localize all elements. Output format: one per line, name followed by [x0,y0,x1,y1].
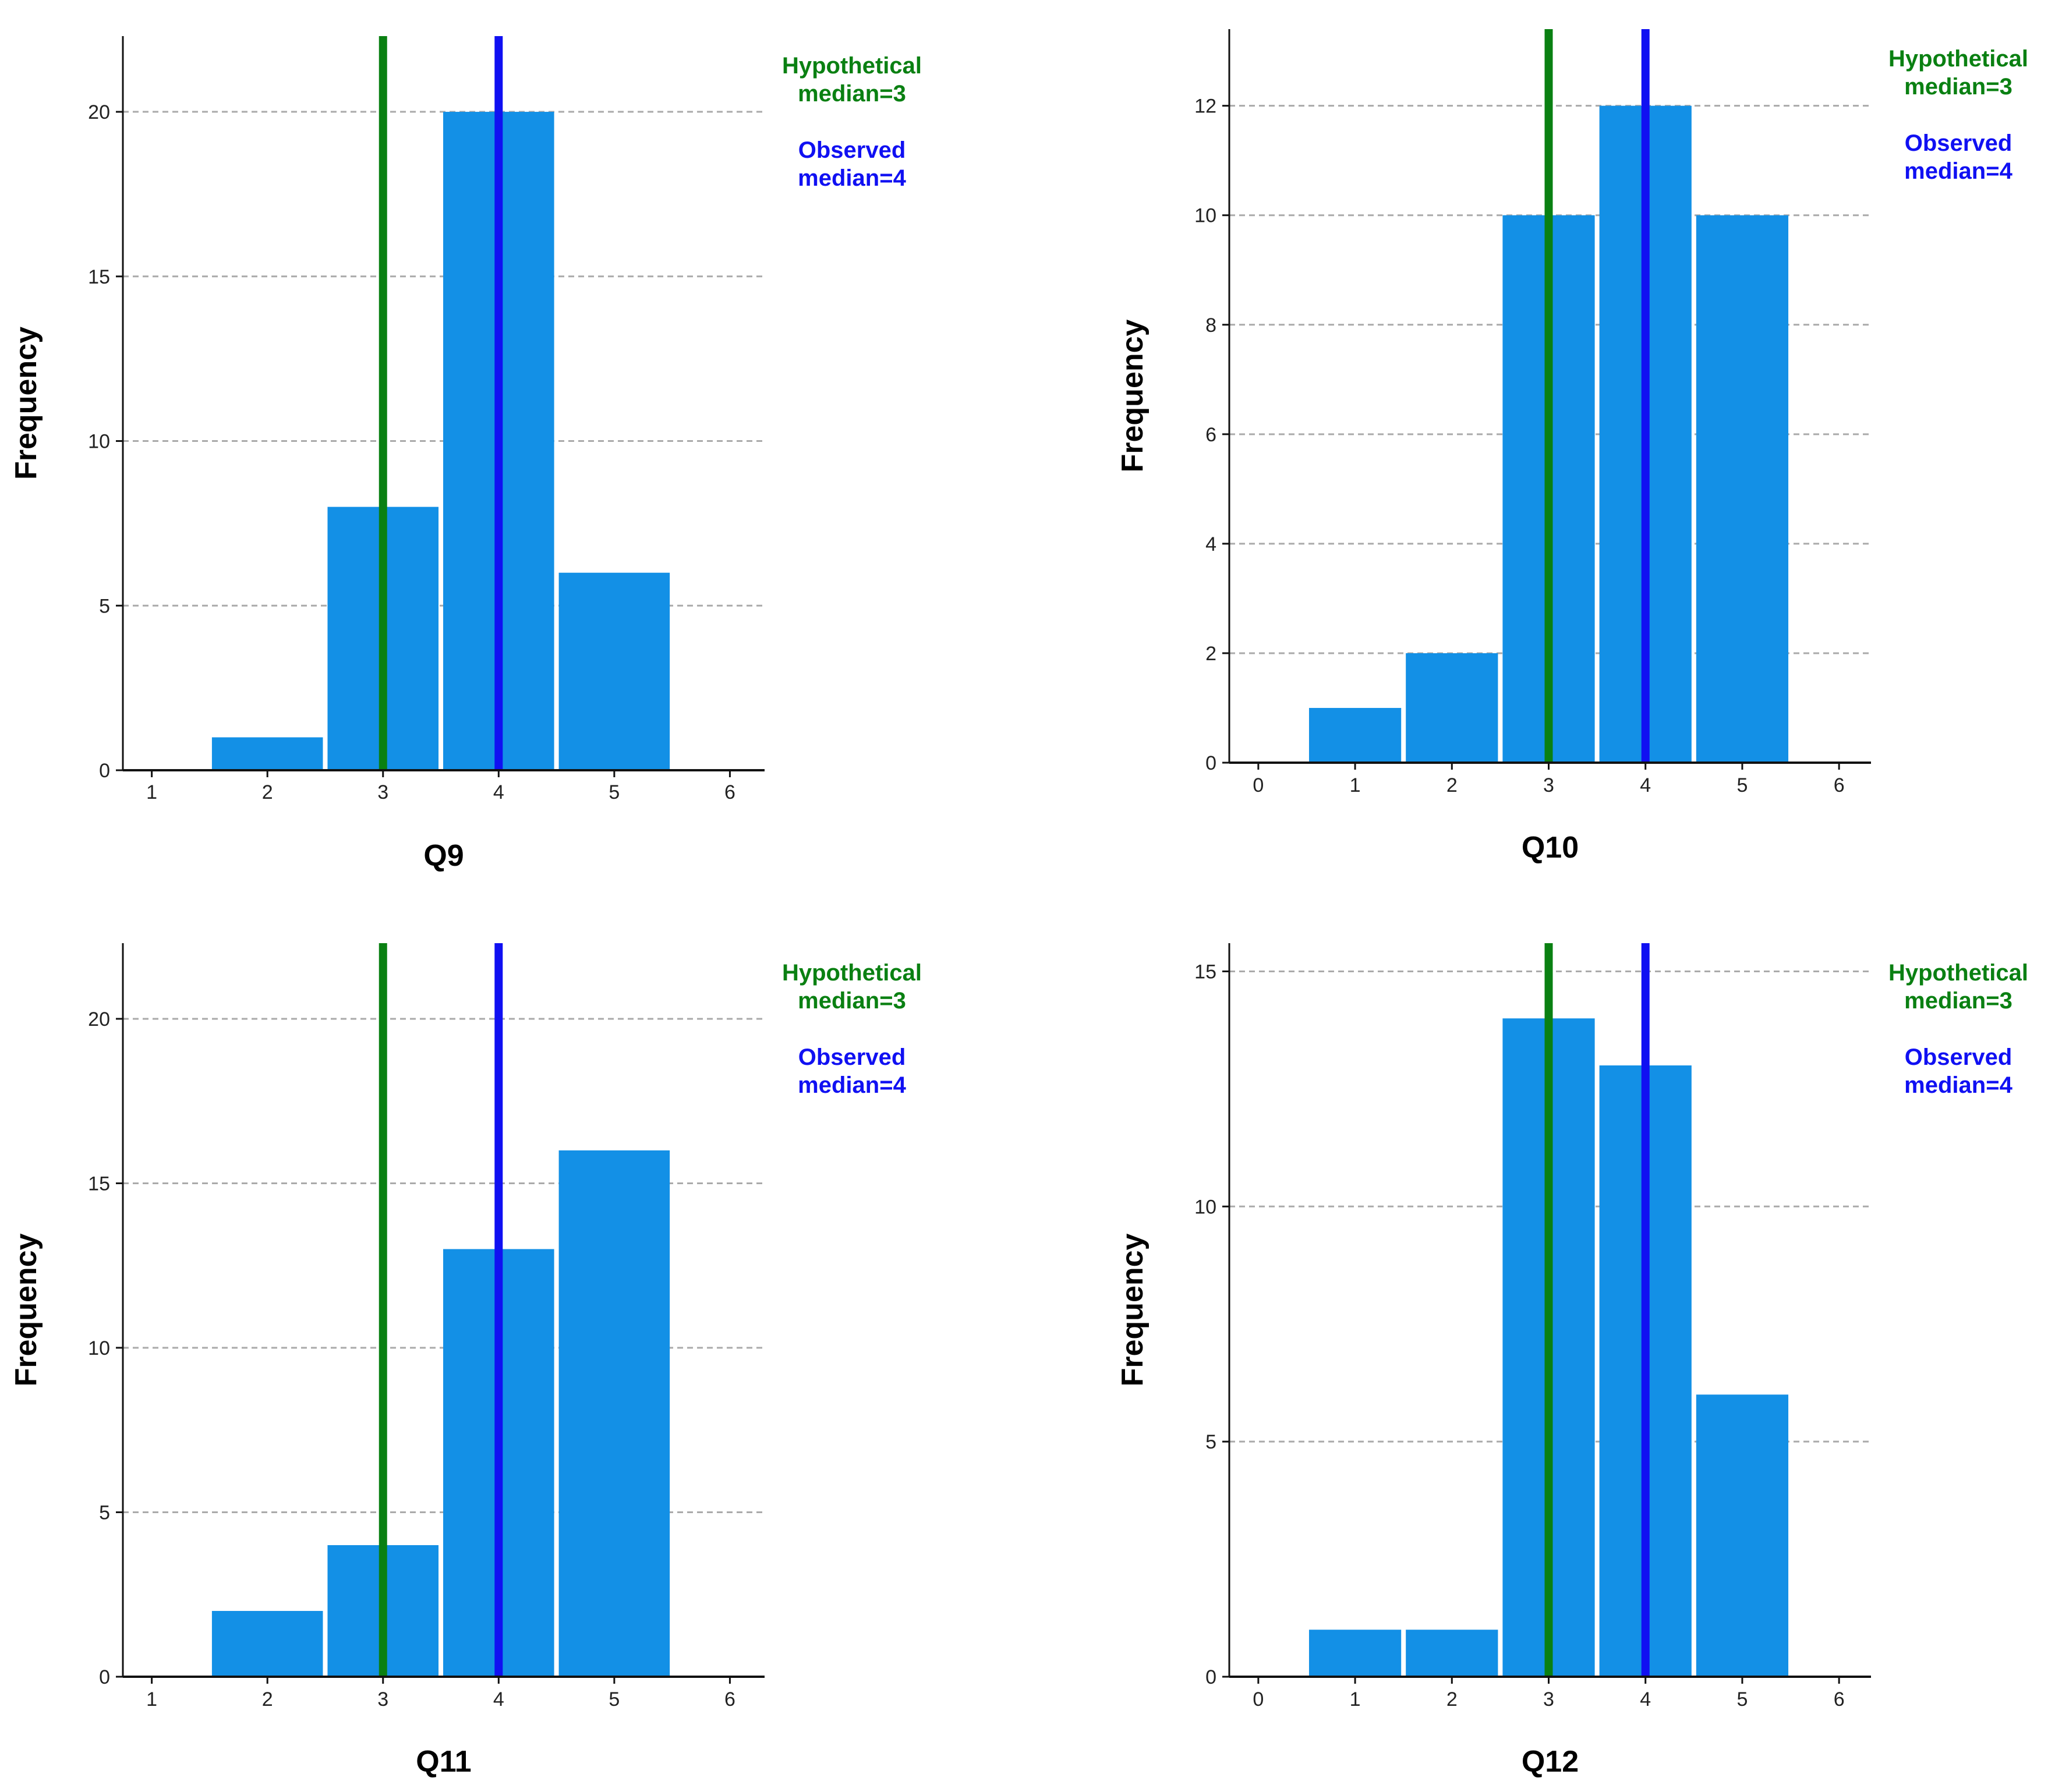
hypothetical-median-label: Hypothetical [1888,46,2028,72]
x-tick-label: 1 [1350,774,1361,796]
bar-1 [1308,1630,1402,1677]
bar-2 [1406,1630,1498,1677]
y-tick-label: 10 [1194,205,1216,227]
y-tick-label: 10 [1194,1196,1216,1218]
x-tick-label: 3 [1543,774,1554,796]
y-tick-label: 15 [88,1173,110,1195]
y-tick-label: 5 [1205,1431,1216,1453]
observed-median-label: Observed [798,137,906,163]
y-tick-label: 0 [1205,752,1216,774]
bar-5 [558,1150,670,1677]
y-tick-label: 4 [1205,533,1216,555]
x-tick-label: 2 [1446,1688,1458,1710]
bar-5 [1696,215,1789,763]
bar-2 [1406,653,1498,763]
x-tick-label: 6 [724,781,735,803]
hypothetical-median-value: median=3 [1904,74,2012,100]
bar-5 [1696,1394,1789,1677]
y-tick-label: 12 [1194,95,1216,118]
hypothetical-median-label: Hypothetical [782,53,922,79]
x-tick-label: 1 [1350,1688,1361,1710]
y-axis-title: Frequency [9,327,43,480]
x-tick-label: 6 [1834,774,1845,796]
y-tick-label: 0 [99,1666,110,1688]
hypothetical-median-value: median=3 [1904,988,2012,1014]
y-tick-label: 8 [1205,314,1216,337]
x-tick-label: 4 [1640,774,1651,796]
observed-median-value: median=4 [798,1072,906,1098]
observed-median-value: median=4 [1904,1072,2012,1098]
y-tick-label: 10 [88,1337,110,1359]
observed-median-label: Observed [1905,1044,2012,1070]
bar-2 [211,1610,323,1677]
x-tick-label: 6 [1834,1688,1845,1710]
y-axis-title: Frequency [1116,319,1149,472]
observed-median-value: median=4 [1904,158,2012,184]
hypothetical-median-value: median=3 [798,988,906,1014]
y-axis-title: Frequency [9,1233,43,1386]
y-tick-label: 2 [1205,643,1216,665]
x-tick-label: 5 [609,1688,620,1710]
x-tick-label: 4 [493,1688,504,1710]
hypothetical-median-value: median=3 [798,81,906,107]
observed-median-value: median=4 [798,165,906,191]
y-axis-title: Frequency [1116,1233,1149,1386]
x-axis-title: Q9 [423,839,464,873]
bar-5 [558,572,670,770]
y-tick-label: 10 [88,431,110,453]
x-tick-label: 3 [377,781,388,803]
x-tick-label: 0 [1253,1688,1264,1710]
x-axis-title: Q10 [1522,831,1579,865]
x-axis-title: Q12 [1522,1745,1579,1779]
x-tick-label: 1 [146,781,157,803]
x-tick-label: 3 [377,1688,388,1710]
x-axis-title: Q11 [416,1745,471,1779]
x-tick-label: 6 [724,1688,735,1710]
x-tick-label: 5 [1736,774,1748,796]
x-tick-label: 3 [1543,1688,1554,1710]
bar-2 [211,737,323,770]
x-tick-label: 2 [1446,774,1458,796]
x-tick-label: 2 [262,781,273,803]
y-tick-label: 0 [99,760,110,782]
observed-median-label: Observed [798,1044,906,1070]
x-tick-label: 4 [1640,1688,1651,1710]
x-tick-label: 1 [146,1688,157,1710]
hypothetical-median-label: Hypothetical [1888,960,2028,986]
x-tick-label: 0 [1253,774,1264,796]
y-tick-label: 15 [1194,961,1216,983]
x-tick-label: 5 [609,781,620,803]
x-tick-label: 5 [1736,1688,1748,1710]
y-tick-label: 15 [88,266,110,288]
y-tick-label: 5 [99,595,110,617]
y-tick-label: 0 [1205,1666,1216,1688]
x-tick-label: 4 [493,781,504,803]
y-tick-label: 20 [88,1008,110,1030]
hypothetical-median-label: Hypothetical [782,960,922,986]
observed-median-label: Observed [1905,130,2012,156]
y-tick-label: 20 [88,101,110,123]
y-tick-label: 6 [1205,424,1216,446]
y-tick-label: 5 [99,1501,110,1524]
bar-1 [1308,707,1402,763]
x-tick-label: 2 [262,1688,273,1710]
